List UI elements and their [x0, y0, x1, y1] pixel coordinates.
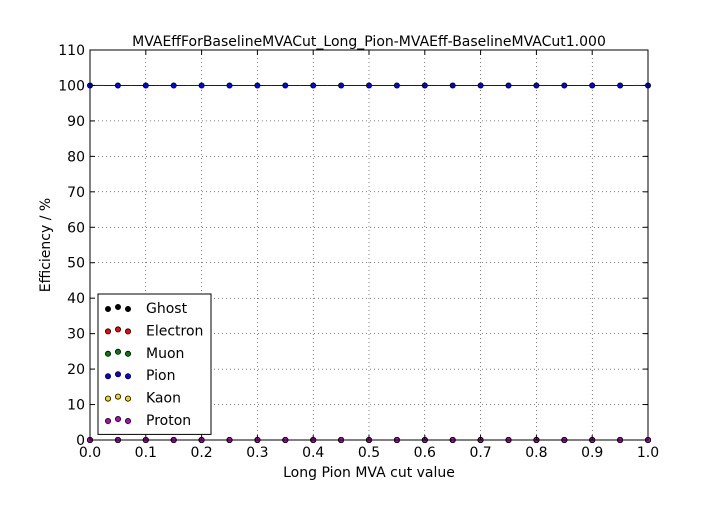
x-tick-label: 0.9	[581, 445, 603, 461]
legend-label-muon: Muon	[146, 346, 184, 362]
ghost-legend-marker	[125, 305, 132, 312]
kaon-legend-marker	[125, 395, 132, 402]
pion-point	[617, 82, 624, 89]
pion-point	[505, 82, 512, 89]
x-tick-label: 0.2	[190, 445, 212, 461]
pion-point	[477, 82, 484, 89]
x-tick-label: 0.1	[135, 445, 157, 461]
legend-box	[97, 293, 212, 435]
pion-point	[338, 82, 345, 89]
x-tick-label: 0.0	[79, 445, 101, 461]
muon-legend-marker	[125, 350, 132, 357]
x-tick-label: 0.5	[358, 445, 380, 461]
electron-legend-marker	[115, 326, 122, 333]
y-tick-label: 70	[67, 185, 85, 201]
y-axis-label: Efficiency / %	[38, 198, 54, 292]
pion-legend-marker	[125, 373, 132, 380]
x-tick-label: 0.4	[302, 445, 324, 461]
proton-legend-marker	[125, 417, 132, 424]
legend-label-electron: Electron	[146, 323, 203, 339]
pion-point	[589, 82, 596, 89]
muon-legend-marker	[115, 348, 122, 355]
electron-legend-marker	[105, 328, 112, 335]
kaon-legend-marker	[105, 395, 112, 402]
x-axis-label: Long Pion MVA cut value	[283, 465, 455, 481]
pion-point	[170, 82, 177, 89]
pion-point	[114, 82, 121, 89]
pion-legend-marker	[115, 371, 122, 378]
chart-title: MVAEffForBaselineMVACut_Long_Pion-MVAEff…	[132, 34, 606, 50]
ghost-legend-marker	[115, 303, 122, 310]
pion-point	[198, 82, 205, 89]
y-tick-label: 0	[76, 433, 85, 449]
y-tick-label: 60	[67, 220, 85, 236]
pion-point	[365, 82, 372, 89]
legend-label-kaon: Kaon	[146, 391, 181, 407]
y-tick-label: 110	[58, 43, 85, 59]
y-tick-label: 40	[67, 291, 85, 307]
muon-legend-marker	[105, 350, 112, 357]
pion-point	[226, 82, 233, 89]
pion-point	[282, 82, 289, 89]
x-tick-label: 0.3	[246, 445, 268, 461]
y-tick-label: 20	[67, 362, 85, 378]
y-tick-label: 30	[67, 327, 85, 343]
legend-label-proton: Proton	[146, 413, 191, 429]
pion-point	[393, 82, 400, 89]
y-tick-label: 100	[58, 78, 85, 94]
pion-point	[421, 82, 428, 89]
legend: Ghost Electron Muon Pion Kaon Proton	[97, 293, 212, 435]
pion-point	[533, 82, 540, 89]
legend-label-pion: Pion	[146, 368, 175, 384]
pion-point	[310, 82, 317, 89]
ghost-legend-marker	[105, 305, 112, 312]
pion-point	[561, 82, 568, 89]
x-tick-label: 0.8	[525, 445, 547, 461]
axis-ticks: 0.0 0.1 0.2 0.3 0.4 0.5 0.6 0.7 0.8 0.9 1.0 0 10 20 30…	[58, 43, 659, 461]
x-tick-label: 1.0	[637, 445, 659, 461]
x-tick-label: 0.7	[469, 445, 491, 461]
proton-legend-marker	[115, 415, 122, 422]
pion-point	[254, 82, 261, 89]
pion-point	[142, 82, 149, 89]
pion-point	[449, 82, 456, 89]
x-tick-label: 0.6	[414, 445, 436, 461]
y-tick-label: 90	[67, 114, 85, 130]
kaon-legend-marker	[115, 393, 122, 400]
proton-legend-marker	[105, 417, 112, 424]
legend-label-ghost: Ghost	[146, 301, 188, 317]
y-tick-label: 10	[67, 398, 85, 414]
electron-legend-marker	[125, 328, 132, 335]
y-tick-label: 80	[67, 149, 85, 165]
pion-legend-marker	[105, 373, 112, 380]
y-tick-label: 50	[67, 256, 85, 272]
